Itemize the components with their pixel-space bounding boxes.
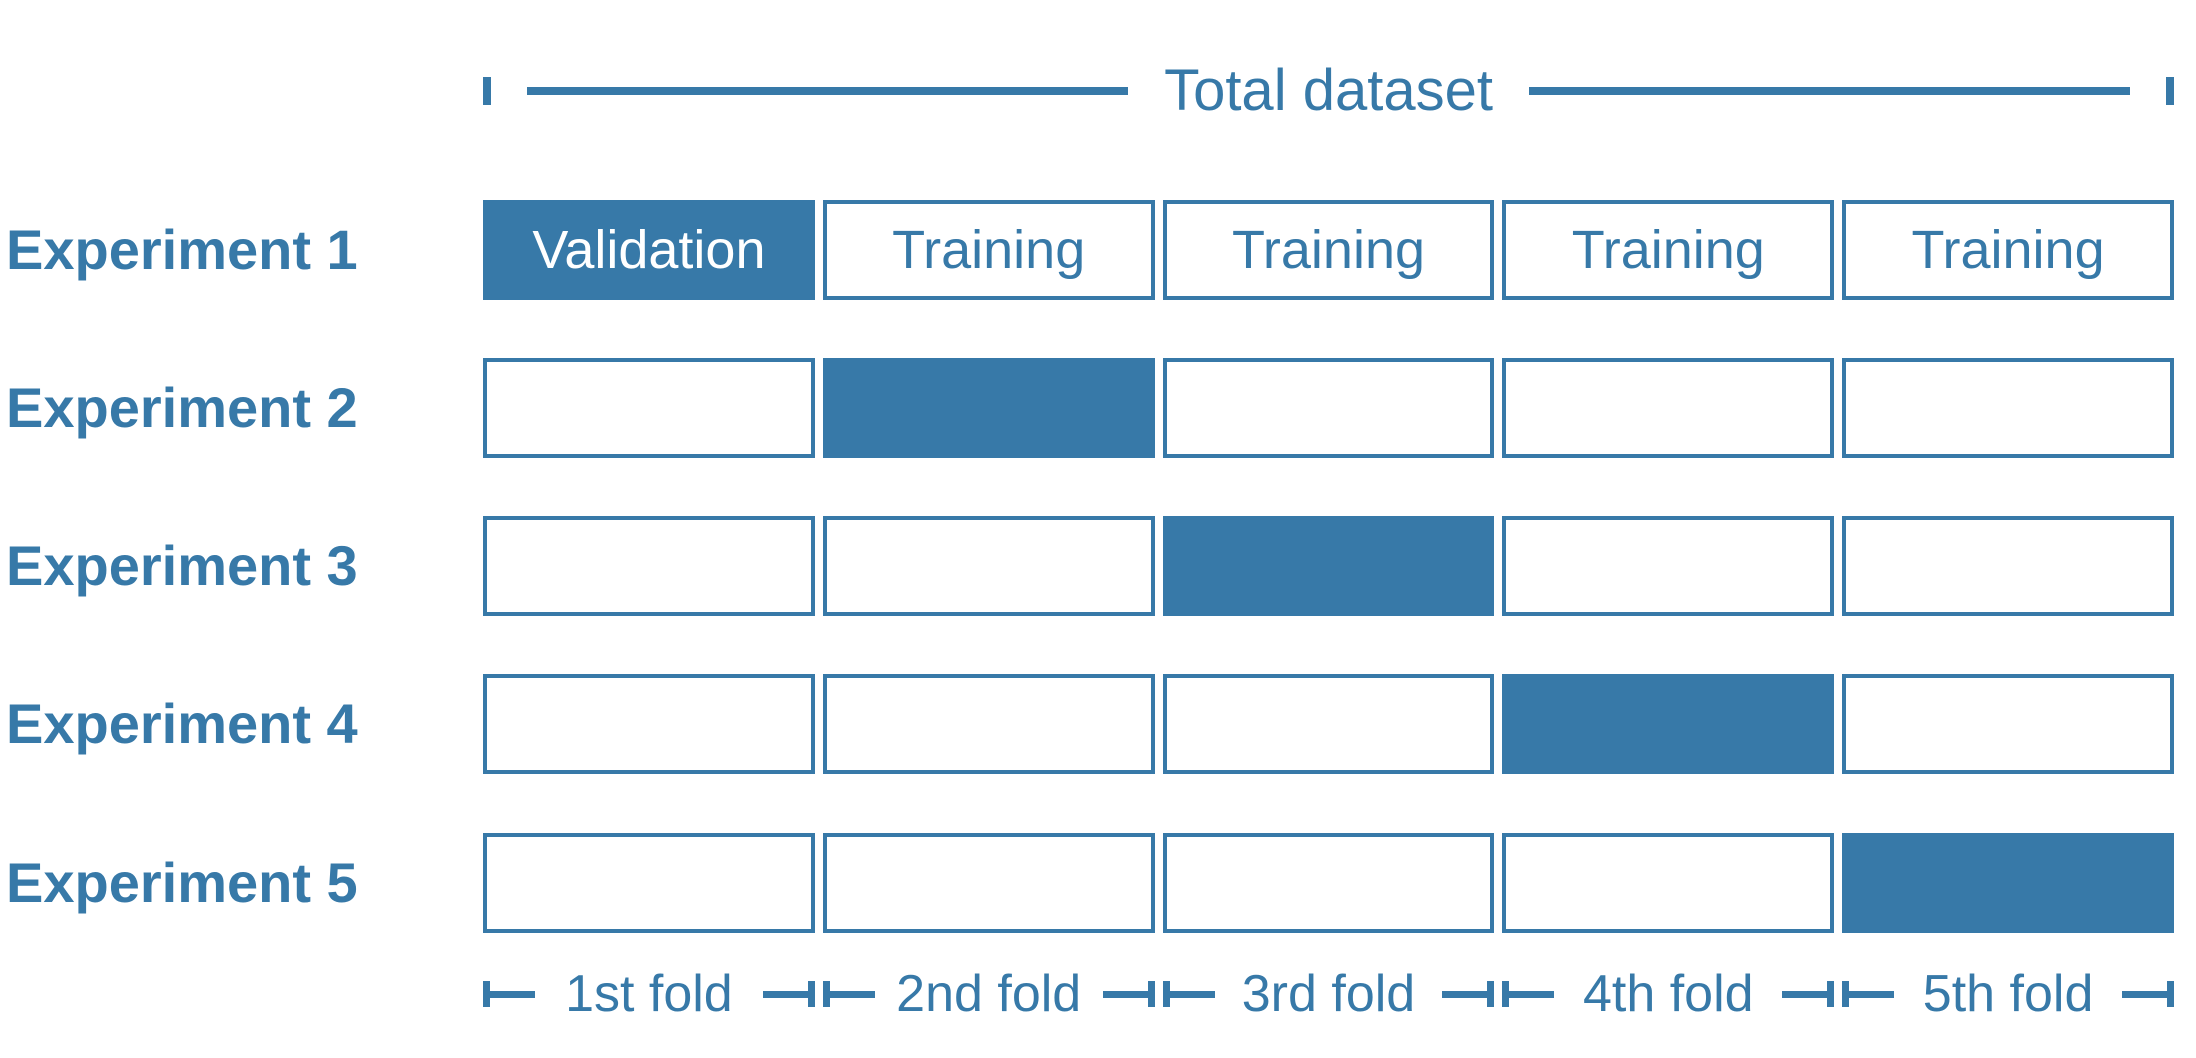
fold-cells <box>483 674 2174 774</box>
fold-cell <box>483 358 815 458</box>
fold-cell-label: Training <box>1911 220 2105 280</box>
bracket-left-line <box>527 87 1129 95</box>
fold-cell-label: Validation <box>532 220 766 280</box>
fold-cell <box>822 833 1155 933</box>
fold-left-bracket-icon <box>822 981 875 1007</box>
fold-axis-segment-4: 4th fold <box>1502 963 1835 1025</box>
total-dataset-label: Total dataset <box>1164 58 1493 123</box>
experiment-label: Experiment 1 <box>6 218 358 281</box>
fold-cell <box>483 516 815 616</box>
fold-right-bracket-icon <box>762 981 815 1007</box>
bracket-right-cap-icon <box>2166 77 2175 105</box>
fold-cell <box>822 516 1155 616</box>
bracket-left-cap-icon <box>483 77 491 105</box>
fold-right-bracket-icon <box>1442 981 1495 1007</box>
fold-cell <box>822 358 1155 458</box>
fold-cell <box>483 674 815 774</box>
experiment-row-2: Experiment 2 <box>0 358 2196 458</box>
experiment-row-3: Experiment 3 <box>0 516 2196 616</box>
fold-cell <box>1502 516 1835 616</box>
fold-left-bracket-icon <box>1502 981 1555 1007</box>
fold-axis-segment-1: 1st fold <box>483 963 815 1025</box>
fold-left-bracket-icon <box>483 981 535 1007</box>
fold-cell: Training <box>822 200 1155 300</box>
fold-axis: 1st fold 2nd fold 3rd fold 4th fold 5th … <box>483 963 2174 1025</box>
experiment-label: Experiment 3 <box>6 534 358 597</box>
fold-label: 5th fold <box>1922 965 2094 1023</box>
fold-cells <box>483 833 2174 933</box>
experiment-row-5: Experiment 5 <box>0 833 2196 933</box>
fold-cell: Training <box>1162 200 1495 300</box>
fold-left-bracket-icon <box>1162 981 1215 1007</box>
fold-cell <box>1162 516 1495 616</box>
fold-axis-segment-5: 5th fold <box>1842 963 2174 1025</box>
fold-cell <box>1162 833 1495 933</box>
fold-left-bracket-icon <box>1842 981 1895 1007</box>
experiment-label: Experiment 5 <box>6 851 358 914</box>
fold-axis-segment-3: 3rd fold <box>1162 963 1495 1025</box>
fold-cell <box>1502 674 1835 774</box>
experiment-label: Experiment 4 <box>6 692 358 755</box>
fold-cell <box>1502 358 1835 458</box>
total-dataset-bracket: Total dataset <box>483 58 2175 123</box>
fold-cell <box>1162 358 1495 458</box>
fold-cell: Training <box>1842 200 2174 300</box>
fold-cell <box>822 674 1155 774</box>
fold-cell: Training <box>1502 200 1835 300</box>
fold-cell <box>483 833 815 933</box>
fold-axis-segment-2: 2nd fold <box>822 963 1155 1025</box>
bracket-right-line <box>1528 87 2131 95</box>
fold-cells: Validation Training Training Training Tr… <box>483 200 2174 300</box>
fold-cell <box>1842 674 2174 774</box>
fold-cell-label: Training <box>892 220 1086 280</box>
fold-label: 4th fold <box>1583 965 1754 1023</box>
fold-cell <box>1162 674 1495 774</box>
fold-cell <box>1842 833 2174 933</box>
fold-label: 3rd fold <box>1241 965 1416 1023</box>
experiment-label: Experiment 2 <box>6 376 358 439</box>
fold-cells <box>483 358 2174 458</box>
fold-cell <box>1842 516 2174 616</box>
experiment-row-1: Experiment 1 Validation Training Trainin… <box>0 200 2196 300</box>
fold-right-bracket-icon <box>1782 981 1835 1007</box>
fold-label: 2nd fold <box>896 965 1082 1023</box>
fold-cell: Validation <box>483 200 815 300</box>
fold-cell <box>1842 358 2174 458</box>
fold-cell-label: Training <box>1231 220 1426 280</box>
fold-right-bracket-icon <box>1102 981 1155 1007</box>
fold-label: 1st fold <box>565 965 733 1023</box>
fold-right-bracket-icon <box>2121 981 2174 1007</box>
experiment-row-4: Experiment 4 <box>0 674 2196 774</box>
fold-cell <box>1502 833 1835 933</box>
fold-cell-label: Training <box>1571 220 1765 280</box>
fold-cells <box>483 516 2174 616</box>
